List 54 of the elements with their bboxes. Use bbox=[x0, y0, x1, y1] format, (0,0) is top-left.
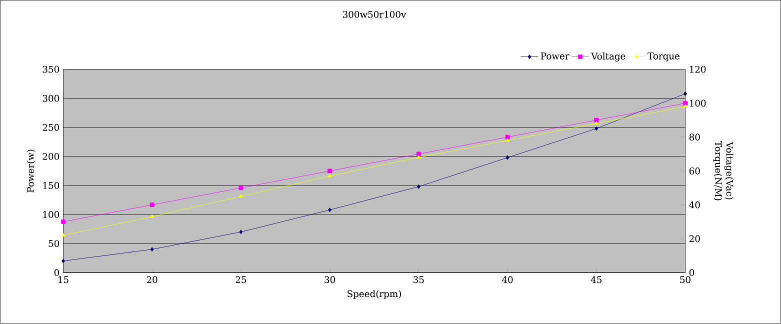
point bbox=[150, 247, 154, 252]
point bbox=[328, 168, 332, 174]
x-tick-label: 30 bbox=[324, 276, 336, 284]
y2-tick-label: 120 bbox=[690, 66, 706, 73]
x-tick-label: 45 bbox=[590, 276, 602, 284]
y2-tick-label: 0 bbox=[689, 269, 694, 276]
y-tick-label: 0 bbox=[54, 269, 60, 276]
y-tick-label: 250 bbox=[42, 124, 60, 132]
point bbox=[238, 194, 243, 198]
x-tick-label: 50 bbox=[680, 276, 690, 284]
y-tick-label: 50 bbox=[48, 240, 60, 248]
point bbox=[506, 156, 510, 160]
legend-label: Torque bbox=[648, 52, 680, 62]
legend-label: Power bbox=[540, 52, 570, 60]
x-tick-label: 25 bbox=[236, 276, 246, 284]
y2-tick-label: 60 bbox=[689, 168, 700, 175]
point bbox=[62, 258, 65, 264]
point bbox=[416, 184, 420, 190]
y-axis-title: Power(w) bbox=[26, 150, 36, 193]
point bbox=[505, 135, 510, 140]
y-tick-label: 350 bbox=[42, 66, 60, 73]
y-tick-label: 300 bbox=[42, 95, 60, 102]
legend-label: Voltage bbox=[591, 52, 626, 62]
point bbox=[60, 220, 66, 224]
point bbox=[150, 202, 154, 208]
point bbox=[683, 101, 688, 106]
point bbox=[416, 152, 421, 156]
chart-title: 300w50r100v bbox=[342, 11, 406, 18]
x-tick-label: 40 bbox=[502, 276, 513, 284]
y2-tick-label: 100 bbox=[690, 100, 706, 107]
point bbox=[61, 233, 66, 237]
point bbox=[150, 214, 154, 218]
y-tick-label: 150 bbox=[43, 182, 60, 190]
x-axis-title: Speed(rpm) bbox=[348, 290, 401, 300]
point bbox=[506, 138, 510, 142]
point bbox=[238, 186, 244, 190]
point bbox=[416, 155, 421, 159]
point bbox=[684, 92, 687, 96]
point bbox=[683, 104, 688, 108]
x-tick-label: 15 bbox=[58, 276, 68, 284]
x-tick-label: 35 bbox=[414, 276, 424, 284]
point bbox=[239, 230, 243, 234]
y2-tick-label: 80 bbox=[689, 134, 700, 141]
y-tick-label: 200 bbox=[42, 153, 60, 160]
point bbox=[328, 208, 332, 212]
point bbox=[594, 118, 599, 123]
y2-axis-title: Voltage(Vac) Torque(N/M) bbox=[713, 141, 734, 200]
point bbox=[328, 174, 332, 178]
point bbox=[594, 126, 598, 131]
y2-tick-label: 20 bbox=[689, 235, 700, 242]
y-tick-label: 100 bbox=[43, 211, 60, 218]
point bbox=[594, 121, 598, 125]
x-tick-label: 20 bbox=[146, 276, 158, 284]
y2-tick-label: 40 bbox=[689, 202, 700, 208]
